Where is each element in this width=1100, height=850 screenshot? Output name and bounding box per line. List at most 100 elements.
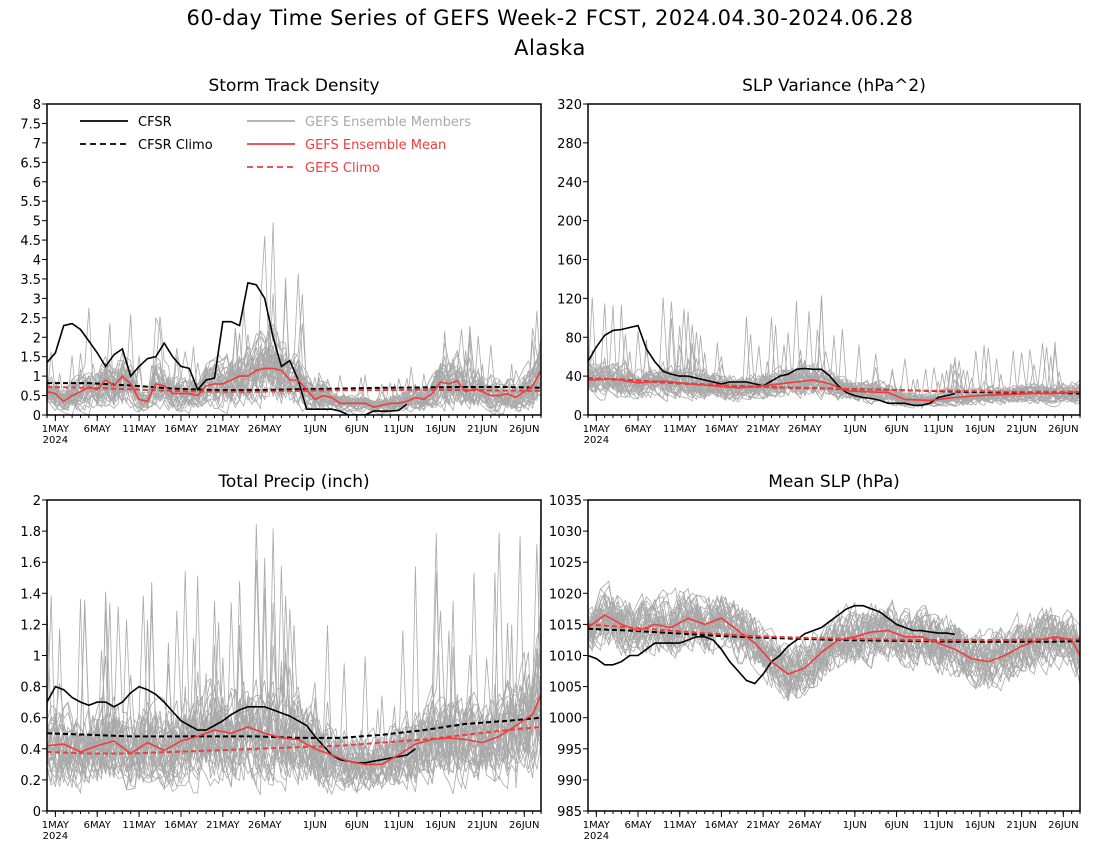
y-tick-label: 2 [33, 494, 41, 509]
y-tick-label: 3.5 [20, 273, 41, 288]
ensemble-member-line [47, 566, 541, 785]
x-tick-label: 16JUN [965, 424, 995, 435]
x-tick-label: 11JUN [383, 424, 413, 435]
y-tick-label: 1.5 [20, 351, 41, 366]
ensemble-member-line [47, 595, 541, 790]
y-tick-label: 6 [33, 176, 41, 191]
ensemble-member-line [588, 295, 1080, 408]
ensemble-members [47, 500, 541, 796]
x-year-label: 2024 [584, 435, 609, 446]
y-tick-label: 200 [557, 215, 582, 230]
x-tick-label: 26JUN [1048, 424, 1078, 435]
x-tick-label: 11MAY [663, 820, 697, 831]
series-gefs-climo [47, 726, 541, 755]
y-tick-label: 1.6 [20, 556, 41, 571]
ensemble-member-line [588, 586, 1080, 689]
y-tick-label: 6.5 [20, 156, 41, 171]
x-tick-label: 1MAY [42, 820, 70, 831]
y-tick-label: 1 [33, 370, 41, 385]
plot-frame [587, 103, 1081, 416]
x-tick-label: 16MAY [705, 424, 739, 435]
y-tick-label: 0 [574, 409, 582, 424]
x-tick-label: 1MAY [583, 424, 611, 435]
ensemble-member-line [588, 592, 1080, 682]
x-tick-label: 11MAY [122, 820, 156, 831]
y-tick-label: 160 [557, 254, 582, 269]
x-tick-label: 6MAY [84, 820, 112, 831]
chart-title: Storm Track Density [208, 76, 379, 96]
ensemble-members [588, 580, 1080, 702]
legend-label: GEFS Ensemble Mean [305, 138, 446, 153]
y-tick-label: 985 [557, 805, 582, 820]
y-tick-label: 1015 [549, 618, 582, 633]
x-tick-label: 26MAY [248, 424, 282, 435]
y-tick-label: 0 [33, 805, 41, 820]
x-tick-label: 26JUN [509, 424, 539, 435]
x-year-label: 2024 [43, 435, 68, 446]
y-tick-label: 1.4 [20, 587, 41, 602]
x-tick-label: 16MAY [164, 424, 198, 435]
y-tick-label: 4 [33, 254, 41, 269]
ensemble-member-line [47, 685, 541, 788]
x-tick-label: 26JUN [509, 820, 539, 831]
x-tick-label: 21MAY [206, 820, 240, 831]
ensemble-member-line [47, 339, 541, 412]
x-tick-label: 6JUN [345, 820, 369, 831]
x-tick-label: 21MAY [746, 820, 780, 831]
y-tick-label: 320 [557, 98, 582, 113]
y-tick-label: 40 [565, 370, 582, 385]
chart-panel-0: Storm Track Density 0 0.5 1 1.5 2 2.5 3 3.5 4 4.5 5… [20, 76, 542, 446]
x-tick-label: 1JUN [303, 424, 327, 435]
x-tick-label: 11MAY [663, 424, 697, 435]
y-tick-label: 240 [557, 176, 582, 191]
x-tick-label: 21JUN [467, 424, 497, 435]
y-tick-label: 1025 [549, 556, 582, 571]
legend-label: GEFS Climo [305, 161, 380, 176]
ensemble-member-line [588, 295, 1080, 403]
legend-label: CFSR Climo [138, 138, 213, 153]
x-tick-label: 6JUN [345, 424, 369, 435]
y-tick-label: 1.8 [20, 525, 41, 540]
series-gefs-ensemble-mean [588, 378, 1080, 402]
y-tick-label: 1030 [549, 525, 582, 540]
x-tick-label: 21JUN [1006, 424, 1036, 435]
x-tick-label: 6JUN [884, 424, 908, 435]
chart-panel-3: Mean SLP (hPa) 985 990 995 1000 1005 1010 1015 1… [549, 472, 1081, 842]
y-tick-label: 0.8 [20, 681, 41, 696]
x-tick-label: 1MAY [583, 820, 611, 831]
y-tick-label: 0.5 [20, 390, 41, 405]
x-tick-label: 16MAY [164, 820, 198, 831]
ensemble-member-line [47, 532, 541, 794]
y-tick-label: 2 [33, 331, 41, 346]
series-cfsr [588, 324, 956, 407]
ensemble-member-line [47, 340, 541, 413]
ensemble-member-line [47, 348, 541, 411]
ensemble-member-line [47, 345, 541, 411]
y-tick-label: 5 [33, 215, 41, 230]
x-tick-label: 21MAY [206, 424, 240, 435]
x-tick-label: 21MAY [746, 424, 780, 435]
x-tick-label: 1JUN [843, 424, 867, 435]
y-tick-label: 1 [33, 650, 41, 665]
y-tick-label: 7.5 [20, 117, 41, 132]
x-tick-label: 16JUN [425, 424, 455, 435]
ensemble-member-line [47, 236, 541, 415]
x-tick-label: 16JUN [965, 820, 995, 831]
ensemble-member-line [588, 587, 1080, 697]
ensemble-member-line [47, 544, 541, 784]
series-gefs-climo [588, 623, 1080, 641]
x-tick-label: 16JUN [425, 820, 455, 831]
x-year-label: 2024 [43, 831, 68, 842]
y-tick-label: 7 [33, 137, 41, 152]
figure-title: 60-day Time Series of GEFS Week-2 FCST, … [186, 6, 914, 30]
y-tick-label: 2.5 [20, 312, 41, 327]
x-tick-label: 11JUN [383, 820, 413, 831]
chart-title: Mean SLP (hPa) [768, 472, 900, 492]
y-tick-label: 0.4 [20, 743, 41, 758]
y-tick-label: 8 [33, 98, 41, 113]
x-tick-label: 26MAY [248, 820, 282, 831]
ensemble-member-line [588, 305, 1080, 406]
y-tick-label: 5.5 [20, 195, 41, 210]
